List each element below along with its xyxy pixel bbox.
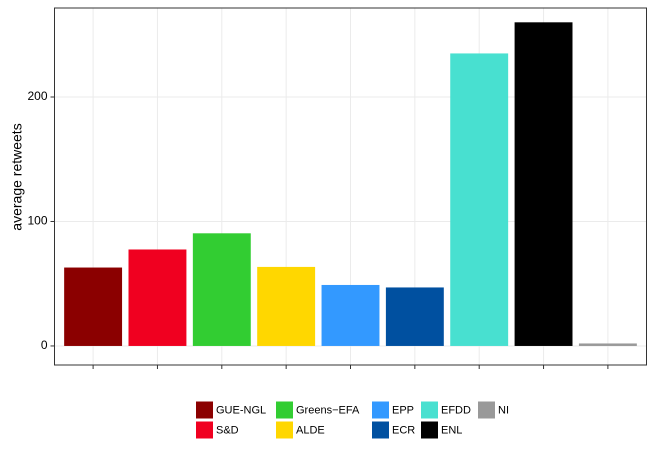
- legend-label: EPP: [392, 404, 414, 416]
- bar: [385, 287, 444, 346]
- legend-key: [421, 401, 438, 419]
- legend-key: [276, 401, 293, 419]
- legend-key: [372, 421, 389, 439]
- legend-key: [196, 401, 213, 419]
- y-tick-label: 200: [27, 89, 47, 103]
- legend-label: ENL: [441, 424, 462, 436]
- bar: [514, 22, 573, 346]
- bar: [450, 53, 509, 346]
- bar: [128, 249, 187, 346]
- legend-label: ALDE: [296, 424, 325, 436]
- legend-label: S&D: [216, 424, 239, 436]
- y-axis-label: average retweets: [9, 123, 25, 230]
- legend-key: [196, 421, 213, 439]
- legend-key: [276, 421, 293, 439]
- bar: [64, 267, 123, 346]
- bar: [321, 284, 380, 346]
- y-tick-label: 0: [41, 338, 48, 352]
- legend-label: GUE-NGL: [216, 404, 266, 416]
- y-tick-label: 100: [27, 214, 47, 228]
- bar: [192, 233, 251, 346]
- bar: [257, 266, 316, 346]
- legend-key: [372, 401, 389, 419]
- plot-border: [54, 7, 647, 366]
- bar: [578, 343, 637, 346]
- legend-label: ECR: [392, 424, 415, 436]
- legend-label: EFDD: [441, 404, 471, 416]
- legend-label: NI: [498, 404, 509, 416]
- legend-label: Greens−EFA: [296, 404, 360, 416]
- legend-key: [478, 401, 495, 419]
- legend-key: [421, 421, 438, 439]
